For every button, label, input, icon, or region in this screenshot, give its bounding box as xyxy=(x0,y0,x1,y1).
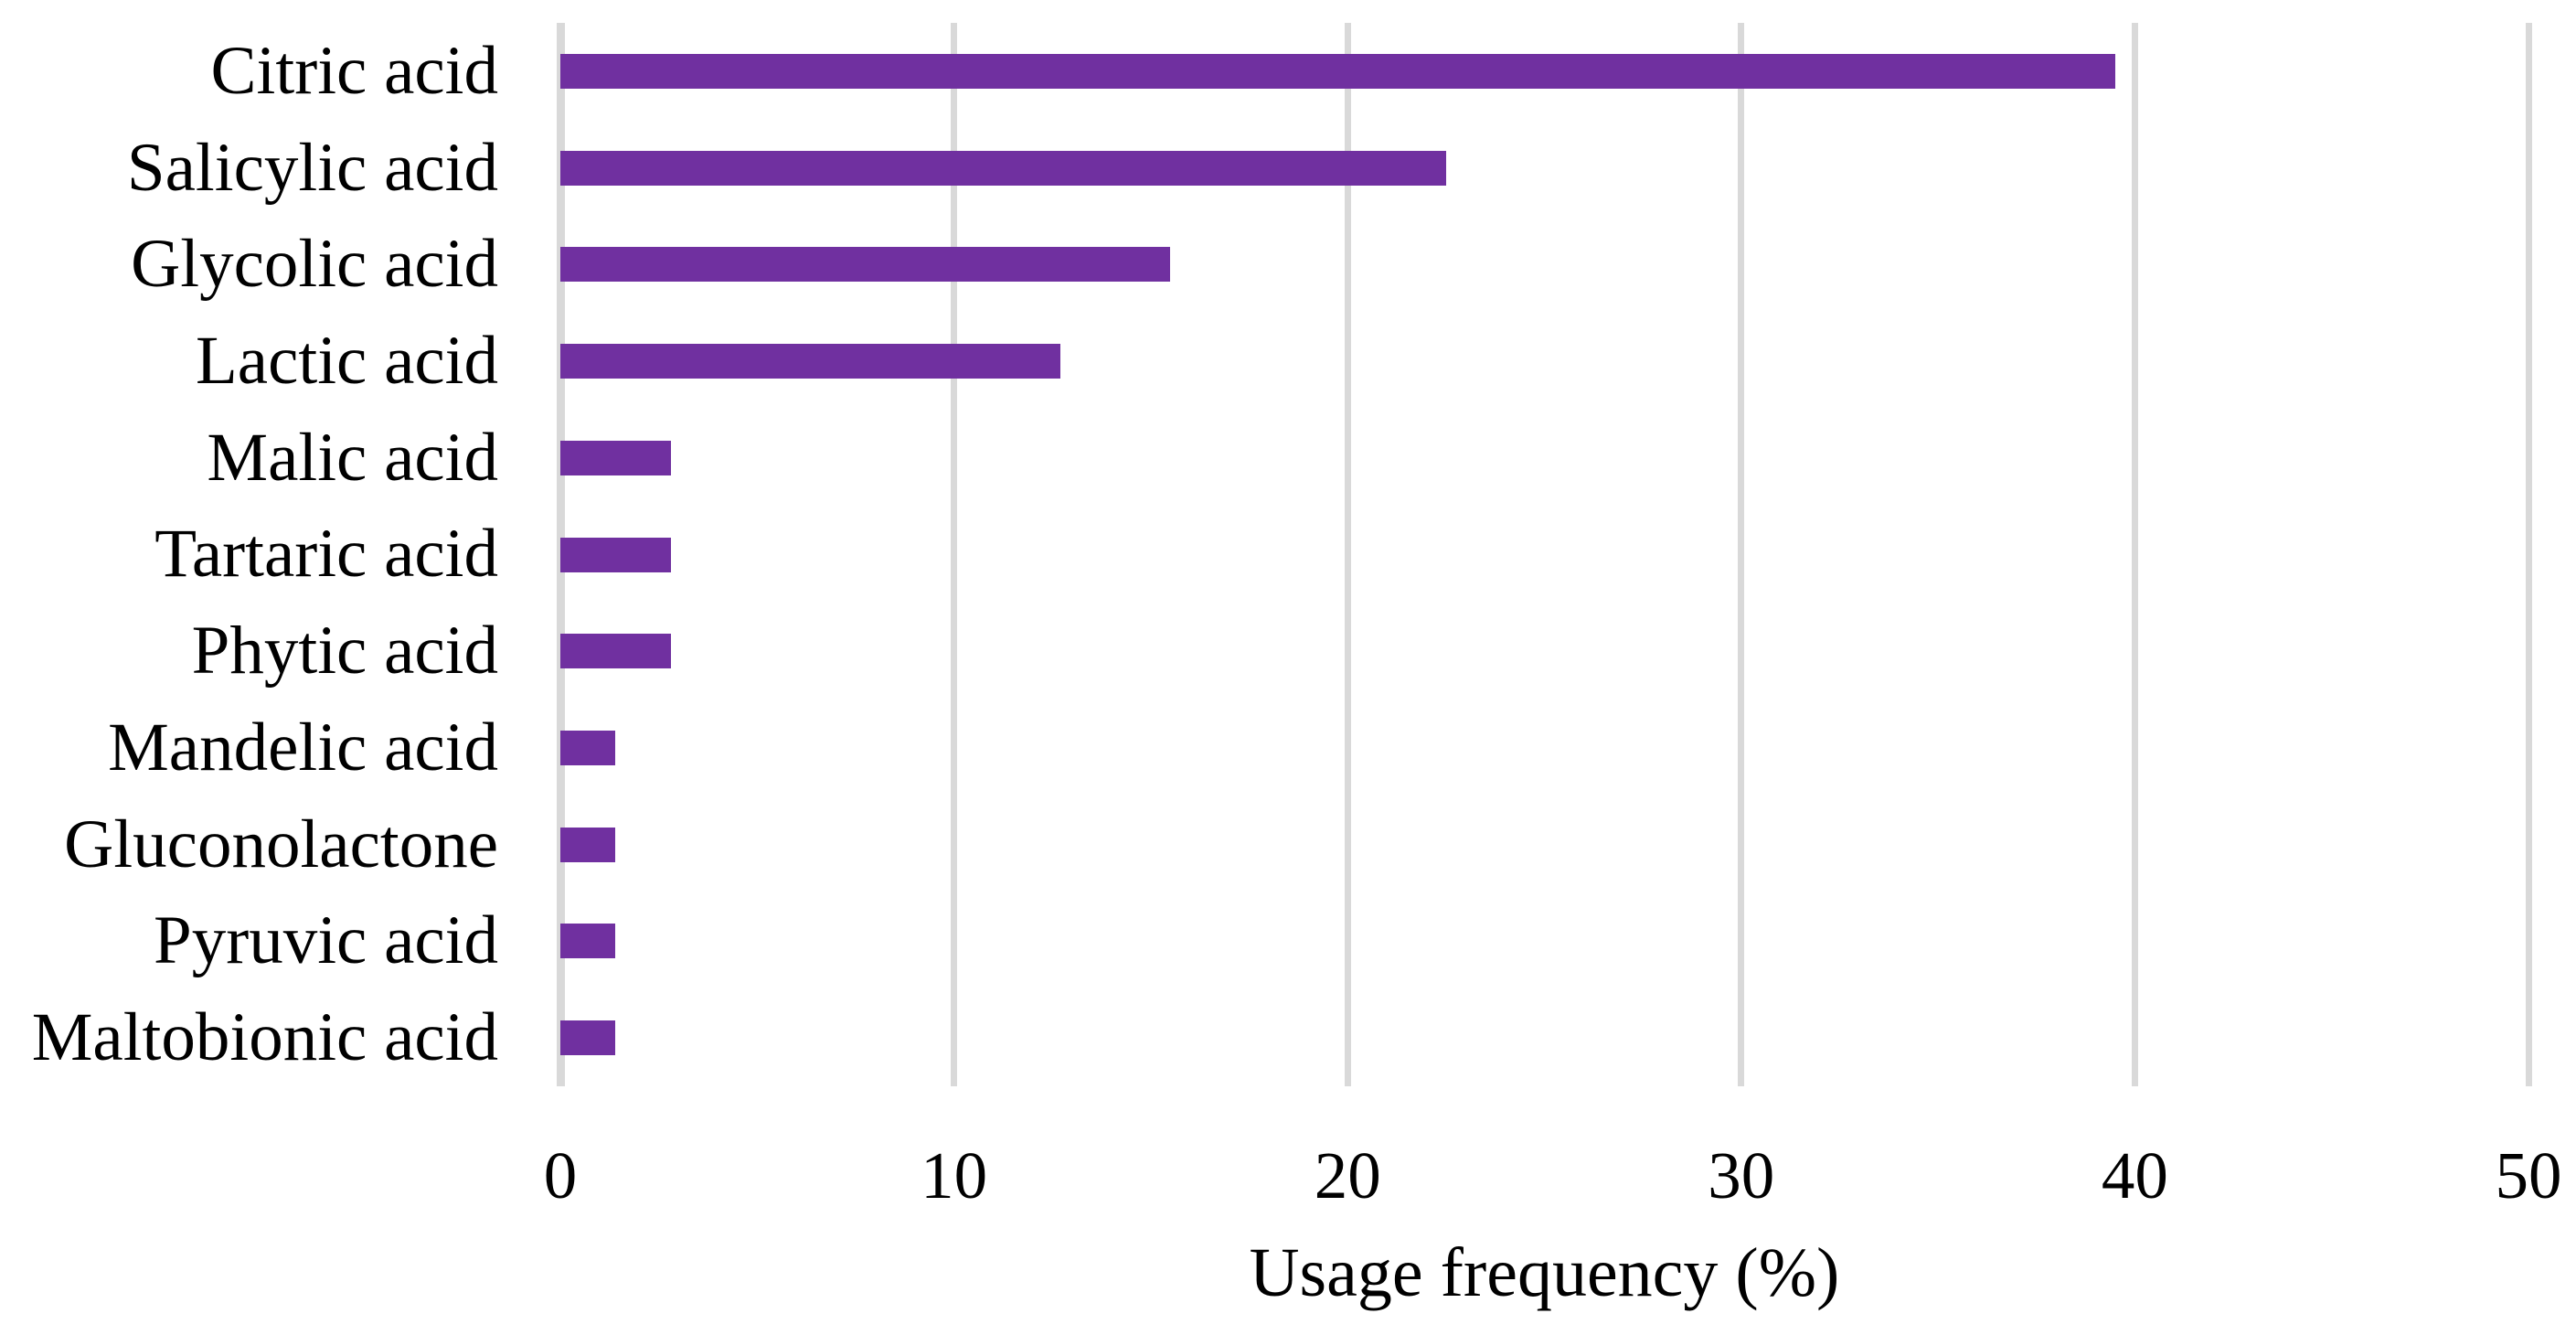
bar xyxy=(560,1020,616,1056)
x-tick-label: 10 xyxy=(921,1138,988,1212)
category-label: Mandelic acid xyxy=(108,709,498,785)
bar xyxy=(560,150,1446,186)
bar xyxy=(560,53,2115,89)
category-label: Lactic acid xyxy=(195,323,498,400)
category-label: Citric acid xyxy=(210,32,498,109)
x-tick-label: 20 xyxy=(1314,1138,1381,1212)
bar xyxy=(560,440,671,475)
x-tick-label: 0 xyxy=(543,1138,578,1212)
gridline xyxy=(1344,23,1351,1086)
category-label: Gluconolactone xyxy=(64,806,498,882)
bar xyxy=(560,924,616,959)
gridline xyxy=(2525,23,2532,1086)
bar xyxy=(560,247,1171,283)
x-tick-label: 30 xyxy=(1708,1138,1775,1212)
category-label: Malic acid xyxy=(207,419,498,496)
gridline xyxy=(2131,23,2138,1086)
x-tick-label: 50 xyxy=(2495,1138,2562,1212)
category-label: Glycolic acid xyxy=(131,226,498,303)
category-label: Salicylic acid xyxy=(126,129,498,206)
bar xyxy=(560,344,1060,379)
bar xyxy=(560,827,616,862)
gridline xyxy=(951,23,958,1086)
x-tick-label: 40 xyxy=(2101,1138,2168,1212)
x-axis-title: Usage frequency (%) xyxy=(1249,1234,1840,1311)
bar xyxy=(560,634,671,669)
category-label: Phytic acid xyxy=(191,613,498,689)
bar xyxy=(560,537,671,572)
category-label: Pyruvic acid xyxy=(154,902,498,979)
category-label: Tartaric acid xyxy=(154,516,498,593)
bar xyxy=(560,730,616,765)
category-label: Maltobionic acid xyxy=(31,999,498,1076)
gridline xyxy=(1738,23,1745,1086)
